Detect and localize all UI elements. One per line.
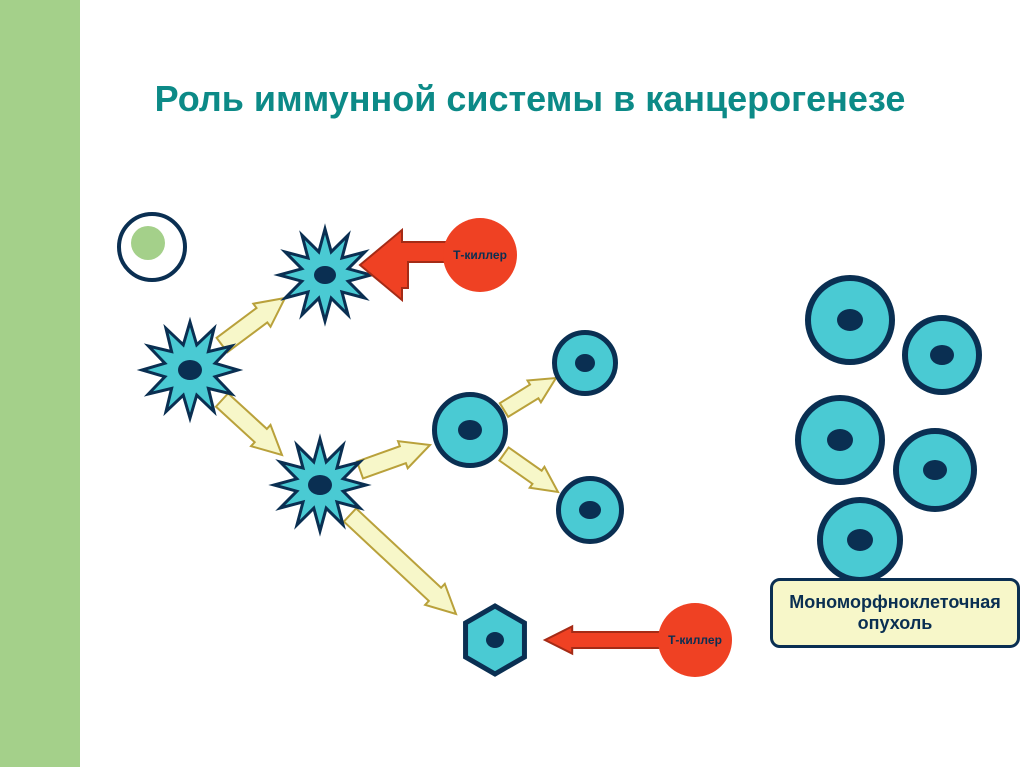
- cell-nucleus: [579, 501, 601, 519]
- round-cell: [902, 315, 982, 395]
- tumor-label-text: Мономорфноклеточная опухоль: [779, 592, 1011, 633]
- round-cell: [805, 275, 895, 365]
- cell-nucleus: [314, 266, 336, 284]
- cell-nucleus: [575, 354, 595, 372]
- cell-nucleus: [847, 529, 873, 551]
- round-cell: [552, 330, 618, 396]
- round-cell: [893, 428, 977, 512]
- flow-arrow: [212, 389, 291, 465]
- cell-nucleus: [827, 429, 853, 451]
- cell-nucleus: [486, 632, 504, 648]
- flow-arrow: [340, 504, 466, 624]
- diagram-canvas: Роль иммунной системы в канцерогенезе Т-…: [0, 0, 1024, 767]
- cell-nucleus: [923, 460, 947, 480]
- round-cell: [432, 392, 508, 468]
- t-killer-label: Т-киллер: [453, 248, 507, 262]
- cell-nucleus: [930, 345, 954, 365]
- t-killer-attack-arrow: [360, 230, 448, 300]
- cell-nucleus: [178, 360, 202, 380]
- round-cell: [795, 395, 885, 485]
- t-killer-label: Т-киллер: [668, 633, 722, 647]
- tumor-label-box: Мономорфноклеточная опухоль: [770, 578, 1020, 648]
- t-killer-attack-arrow: [545, 626, 660, 653]
- flow-arrow: [497, 367, 562, 421]
- t-killer-circle: Т-киллер: [443, 218, 517, 292]
- round-cell: [556, 476, 624, 544]
- flow-arrow: [355, 431, 435, 483]
- cell-nucleus: [308, 475, 332, 495]
- cell-nucleus: [458, 420, 482, 440]
- t-killer-circle: Т-киллер: [658, 603, 732, 677]
- cell-nucleus: [837, 309, 863, 331]
- shapes-layer: [0, 0, 1024, 767]
- round-cell: [817, 497, 903, 583]
- flow-arrow: [497, 444, 566, 503]
